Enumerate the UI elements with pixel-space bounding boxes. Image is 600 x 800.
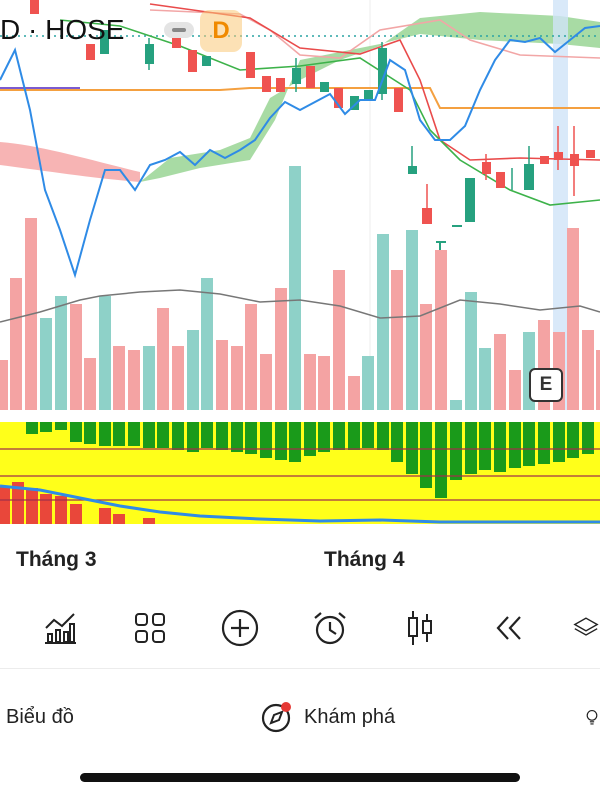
layers-button[interactable]	[572, 606, 600, 650]
ticker-label: D · HOSE	[0, 14, 125, 45]
nav-separator	[0, 668, 600, 669]
price-chart[interactable]	[0, 0, 600, 530]
nav-chart-label: Biểu đồ	[6, 705, 74, 728]
upper-line	[149, 9, 600, 59]
rewind-icon	[496, 616, 521, 640]
close-line	[0, 25, 600, 279]
oscillator-green-bars	[26, 422, 594, 498]
chart-toolbar	[0, 596, 600, 662]
oscillator-red-bars	[0, 482, 155, 524]
osc-signal-line	[0, 484, 600, 524]
layout-grid-icon	[135, 613, 165, 643]
nav-explore[interactable]: Khám phá	[260, 700, 395, 734]
indicators-button[interactable]	[38, 606, 82, 650]
month-label-march: Tháng 3	[16, 548, 97, 571]
alarm-icon	[314, 612, 346, 645]
alarm-button[interactable]	[308, 606, 352, 650]
timeframe-badge[interactable]: D	[200, 10, 242, 52]
layers-icon	[573, 617, 599, 636]
nav-explore-label: Khám phá	[304, 705, 396, 728]
minus-icon	[172, 28, 186, 32]
replay-button[interactable]	[486, 606, 530, 650]
volume-bars	[0, 166, 600, 410]
indicators-icon	[45, 613, 76, 644]
add-icon	[221, 609, 259, 647]
candles	[30, 0, 595, 276]
month-label-april: Tháng 4	[324, 548, 405, 571]
nav-chart[interactable]: Biểu đồ	[6, 700, 74, 734]
home-indicator[interactable]	[80, 773, 520, 782]
volume-ma-line	[0, 289, 600, 323]
lightbulb-icon	[586, 710, 598, 725]
compass-icon	[261, 702, 291, 733]
layout-button[interactable]	[128, 606, 172, 650]
add-button[interactable]	[218, 606, 262, 650]
event-badge[interactable]: E	[529, 368, 563, 402]
chart-type-button[interactable]	[398, 606, 442, 650]
candlestick-icon	[408, 611, 432, 645]
conversion-line	[149, 3, 600, 161]
nav-more[interactable]	[584, 700, 600, 734]
